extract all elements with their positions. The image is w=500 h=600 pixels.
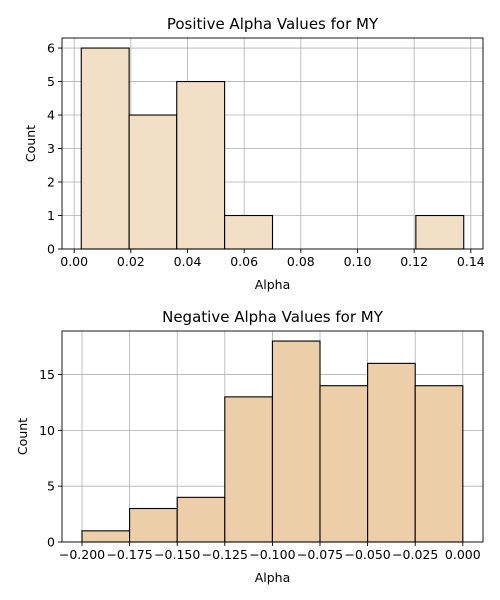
- x-tick-label: 0.000: [445, 547, 481, 562]
- histogram-bar: [414, 385, 464, 543]
- y-tick-label: 15: [39, 367, 55, 382]
- x-tick-label: 0.04: [174, 254, 202, 269]
- y-tick-label: 6: [47, 41, 55, 56]
- x-tick-label: 0.10: [344, 254, 372, 269]
- histogram-bar: [224, 214, 274, 250]
- y-axis-label: Count: [23, 125, 38, 162]
- y-tick-label: 4: [47, 108, 55, 123]
- histogram-bar: [128, 114, 178, 250]
- x-tick-label: −0.175: [106, 547, 152, 562]
- y-axis-label: Count: [15, 418, 30, 455]
- histogram-bar: [81, 530, 131, 543]
- x-tick-label: 0.08: [287, 254, 315, 269]
- histogram-bar: [80, 47, 130, 250]
- histogram-bar: [176, 80, 226, 250]
- y-tick-label: 10: [39, 423, 55, 438]
- y-tick-label: 0: [47, 242, 55, 257]
- x-tick-label: 0.00: [60, 254, 88, 269]
- chart-title: Positive Alpha Values for MY: [167, 15, 379, 33]
- x-tick-label: −0.125: [202, 547, 248, 562]
- bars: [81, 340, 464, 543]
- x-tick-label: −0.025: [392, 547, 438, 562]
- x-tick-label: 0.12: [400, 254, 428, 269]
- histogram-bar: [224, 396, 273, 543]
- y-tick-label: 5: [47, 479, 55, 494]
- x-tick-label: 0.06: [230, 254, 258, 269]
- histogram-bar: [271, 340, 321, 543]
- positive-alpha-histogram: 0.00 0.02 0.04 0.06 0.08 0.10 0.12 0.14 0 1 2 3 4 5 6 P…: [23, 15, 485, 292]
- axes-frame: [61, 37, 484, 250]
- y-tick-label: 3: [47, 141, 55, 156]
- negative-alpha-histogram: −0.200 −0.175 −0.150 −0.125 −0.100 −0.075 −0.0…: [15, 308, 484, 585]
- y-tick-label: 0: [47, 535, 55, 550]
- histogram-bar: [176, 496, 226, 543]
- histogram-bar: [367, 362, 416, 543]
- y-tick-label: 5: [47, 74, 55, 89]
- x-axis-label: Alpha: [255, 277, 291, 292]
- x-tick-label: 0.14: [457, 254, 485, 269]
- x-axis-label: Alpha: [255, 570, 291, 585]
- x-tick-label: −0.050: [344, 547, 390, 562]
- x-tick-label: −0.075: [297, 547, 343, 562]
- x-tick-label: −0.100: [249, 547, 295, 562]
- histogram-bar: [319, 385, 369, 543]
- x-tick-label: −0.150: [154, 547, 200, 562]
- chart-title: Negative Alpha Values for MY: [162, 308, 384, 326]
- histogram-bar: [129, 507, 178, 543]
- x-tick-label: −0.200: [59, 547, 105, 562]
- histogram-bar: [415, 214, 465, 250]
- y-tick-label: 2: [47, 175, 55, 190]
- bars: [80, 47, 465, 250]
- x-tick-label: 0.02: [117, 254, 145, 269]
- y-tick-label: 1: [47, 208, 55, 223]
